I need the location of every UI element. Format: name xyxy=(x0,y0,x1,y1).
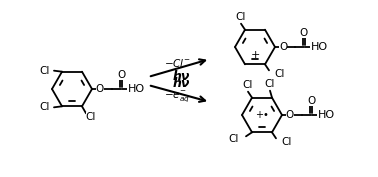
Text: HO: HO xyxy=(310,42,328,52)
Text: O: O xyxy=(286,110,294,120)
Text: hν: hν xyxy=(172,77,190,90)
Text: Cl: Cl xyxy=(86,112,96,122)
Text: Cl: Cl xyxy=(40,102,50,112)
Text: $-e_{aq}^{-}$: $-e_{aq}^{-}$ xyxy=(164,89,190,104)
Text: Cl: Cl xyxy=(236,12,246,22)
Text: hν: hν xyxy=(172,70,190,82)
Text: Cl: Cl xyxy=(265,79,275,89)
Text: HO: HO xyxy=(127,84,144,94)
Text: Cl: Cl xyxy=(40,66,50,76)
Text: $-Cl^{-}$: $-Cl^{-}$ xyxy=(164,57,191,69)
Text: O: O xyxy=(307,96,315,106)
Text: +: + xyxy=(250,50,260,60)
Text: O: O xyxy=(279,42,287,52)
Text: HO: HO xyxy=(318,110,335,120)
Text: Cl: Cl xyxy=(243,80,253,90)
Text: O: O xyxy=(117,70,125,80)
Text: O: O xyxy=(96,84,104,94)
Text: Cl: Cl xyxy=(281,137,291,147)
Text: Cl: Cl xyxy=(274,69,284,79)
Text: O: O xyxy=(300,28,308,38)
Text: +•: +• xyxy=(255,110,269,120)
Text: Cl: Cl xyxy=(229,134,239,144)
